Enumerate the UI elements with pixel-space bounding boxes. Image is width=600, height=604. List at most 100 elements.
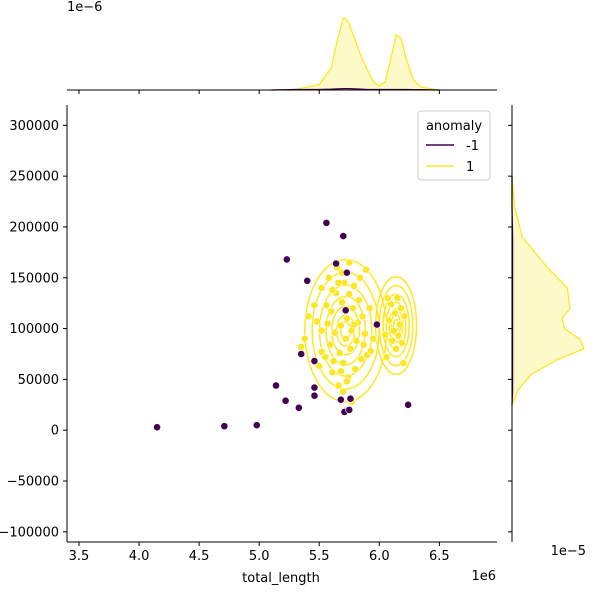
point-anomaly (281, 396, 290, 405)
point-normal (315, 362, 324, 371)
x-tick-label: 4.5 (189, 549, 210, 564)
point-normal (366, 347, 375, 355)
point-normal (393, 294, 402, 302)
marginal-y-curve-neg1 (511, 176, 514, 405)
point-normal (382, 353, 391, 361)
point-normal (323, 319, 332, 328)
point-normal (391, 309, 399, 318)
point-normal (399, 359, 408, 368)
point-normal (342, 377, 351, 386)
x-tick-label: 6.5 (429, 549, 450, 564)
point-normal (388, 336, 397, 345)
point-normal (304, 312, 313, 321)
y-tick-label: 0 (51, 424, 59, 439)
point-normal (384, 316, 393, 325)
point-anomaly (342, 268, 351, 277)
point-normal (354, 296, 363, 305)
point-normal (297, 342, 306, 351)
point-anomaly (339, 232, 348, 240)
point-normal (328, 286, 337, 294)
point-normal (389, 326, 398, 335)
x-tick-label: 5.5 (309, 549, 330, 564)
point-normal (334, 278, 343, 287)
x-axis-label: total_length (242, 571, 320, 586)
point-normal (351, 365, 360, 374)
point-normal (341, 334, 350, 343)
point-normal (312, 317, 321, 326)
legend: anomaly -1 1 (417, 110, 491, 181)
x-tick-label: 5.0 (249, 549, 270, 564)
y-tick-label: 300000 (9, 119, 59, 134)
point-anomaly (345, 405, 354, 414)
point-normal (339, 359, 348, 368)
point-anomaly (303, 276, 312, 285)
point-normal (317, 348, 326, 356)
point-anomaly (294, 403, 303, 412)
point-normal (339, 387, 348, 396)
y-ticks: −100000 −50000 0 50000 100000 150000 200000 250… (0, 119, 67, 540)
point-normal (342, 314, 351, 323)
point-normal (348, 304, 357, 313)
point-normal (327, 307, 336, 316)
marginal-x-curve-pos1 (271, 17, 440, 91)
x-tick-label: 6.0 (369, 549, 390, 564)
marginal-y-ticks (508, 124, 512, 533)
point-anomaly (372, 320, 381, 329)
joint-axes: 3.5 4.0 4.5 5.0 5.5 6.0 6.5 −100000 −50000 0 5000… (0, 105, 497, 586)
point-anomaly (272, 381, 280, 390)
marginal-y-fill-pos1 (512, 176, 584, 405)
y-tick-label: 150000 (9, 271, 59, 286)
point-normal (338, 298, 346, 307)
point-anomaly (332, 259, 340, 268)
marginal-x-ticks (78, 90, 440, 94)
point-normal (334, 381, 343, 390)
point-anomaly (220, 422, 229, 431)
legend-title: anomaly (426, 119, 482, 134)
point-normal (329, 357, 338, 366)
point-normal (328, 368, 337, 377)
point-normal (345, 290, 354, 298)
point-anomaly (341, 306, 350, 315)
y-tick-label: −50000 (7, 475, 59, 490)
marginal-x-density (271, 17, 440, 91)
marginal-x-offset-text: 1e−6 (67, 0, 102, 15)
x-tick-label: 3.5 (69, 549, 90, 564)
marginal-y-curve-pos1 (511, 176, 585, 406)
x-ticks: 3.5 4.0 4.5 5.0 5.5 6.0 6.5 (69, 542, 450, 564)
y-tick-label: 50000 (18, 373, 59, 388)
point-anomaly (404, 400, 413, 409)
point-anomaly (252, 421, 261, 430)
point-normal (345, 258, 354, 267)
legend-label-neg1: -1 (466, 139, 479, 154)
x-offset-text: 1e6 (471, 569, 496, 584)
point-normal (336, 321, 345, 330)
point-normal (365, 304, 374, 313)
point-anomaly (336, 395, 345, 404)
kde-contour-secondary (382, 293, 410, 358)
point-normal (317, 284, 326, 292)
marginal-y-axes: 1e−5 (508, 105, 586, 559)
point-normal (395, 320, 404, 329)
x-tick-label: 4.0 (129, 549, 150, 564)
point-normal (359, 340, 368, 349)
point-normal (335, 349, 344, 357)
point-normal (398, 338, 407, 347)
point-normal (400, 312, 409, 321)
point-normal (357, 355, 366, 363)
point-normal (356, 273, 364, 282)
y-tick-label: 250000 (9, 170, 59, 185)
scatter-points-layer (153, 218, 413, 432)
point-normal (322, 301, 331, 310)
point-anomaly (310, 391, 319, 400)
point-normal (350, 320, 358, 329)
marginal-x-axes: 1e−6 (67, 0, 497, 94)
point-normal (369, 334, 378, 343)
marginal-x-fill-pos1 (271, 18, 440, 90)
point-anomaly (282, 255, 291, 264)
point-normal (326, 340, 334, 349)
y-tick-label: 200000 (9, 220, 59, 235)
point-normal (360, 329, 369, 338)
point-normal (352, 336, 361, 345)
point-anomaly (153, 423, 161, 432)
